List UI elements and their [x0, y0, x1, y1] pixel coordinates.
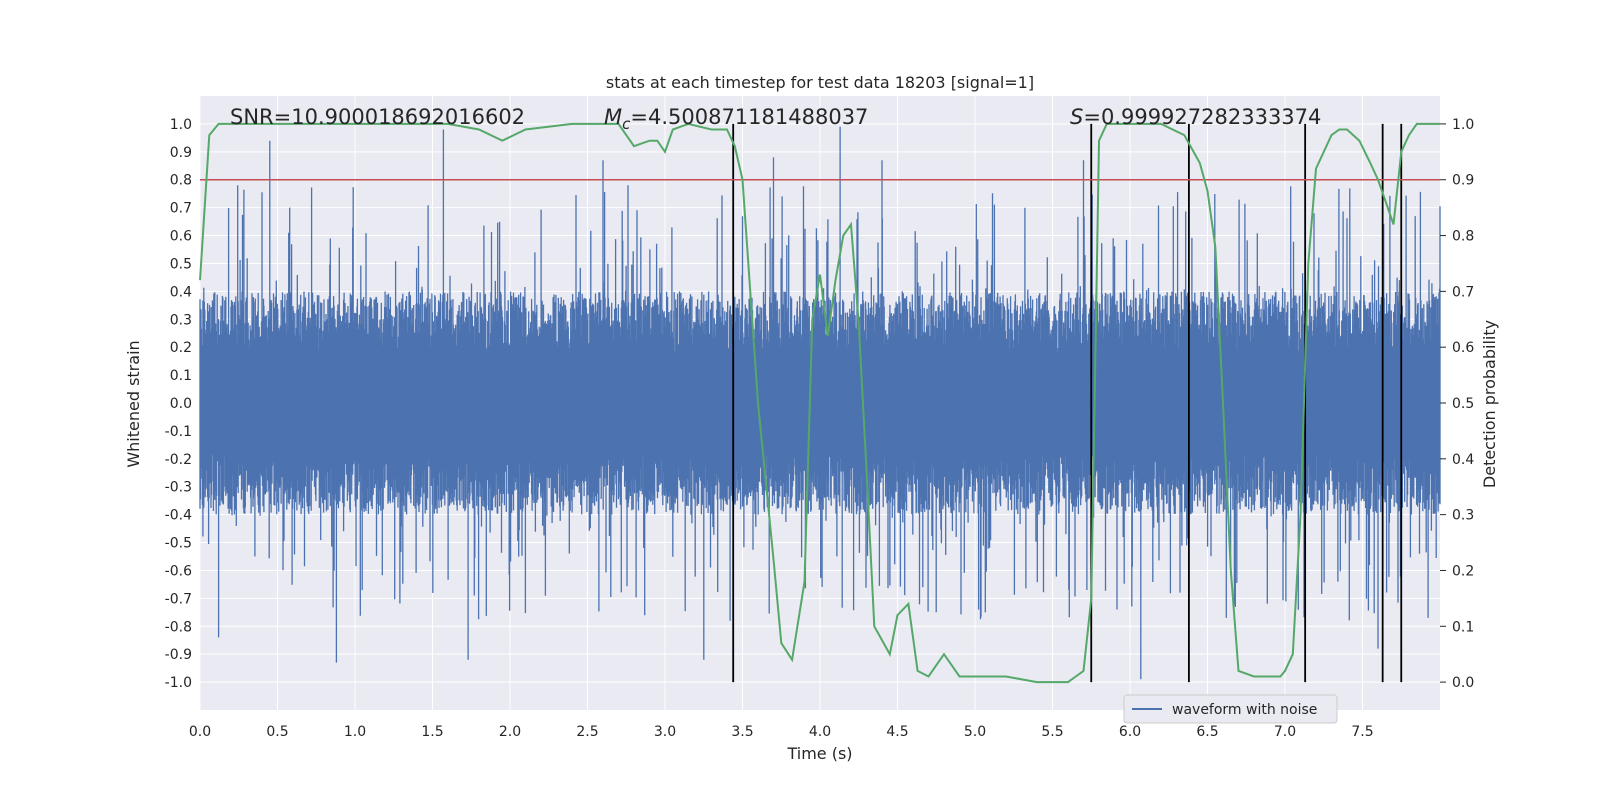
y-tick-label: 0.9	[170, 145, 192, 161]
detection-probability-line	[199, 122, 1440, 684]
y-tick-label: -0.5	[165, 536, 192, 552]
y2-tick-label: 0.4	[1452, 452, 1474, 468]
x-tick-label: 7.5	[1351, 724, 1373, 740]
y-tick-label: 0.5	[170, 256, 192, 272]
chirp-mass-annotation: Mc=4.500871181488037	[604, 105, 868, 133]
x-tick-label: 7.0	[1274, 724, 1296, 740]
y-tick-label: 0.6	[170, 229, 192, 245]
y2-tick-label: 0.6	[1452, 340, 1474, 356]
snr-annotation: SNR=10.900018692016602	[230, 105, 525, 129]
legend-box	[1123, 694, 1338, 724]
y-tick-label: 0.0	[170, 396, 192, 412]
y2-tick-label: 0.5	[1452, 396, 1474, 412]
x-tick-label: 0.5	[266, 724, 288, 740]
x-tick-label: 3.0	[654, 724, 676, 740]
y-tick-labels: 1.0 0.9 0.8 0.7 0.6 0.5 0.4 0.3 0.2 0.1 0.0 -0.1 -0.…	[165, 117, 192, 691]
y-tick-label: 0.2	[170, 340, 192, 356]
y-tick-label: 0.8	[170, 173, 192, 189]
y-tick-label: 0.1	[170, 368, 192, 384]
y-tick-label: -0.9	[165, 647, 192, 663]
x-tick-label: 1.0	[344, 724, 366, 740]
x-tick-label: 3.5	[731, 724, 753, 740]
waveform-trace	[199, 126, 1441, 680]
y2-tick-label: 0.3	[1452, 508, 1474, 524]
y2-tick-label: 0.2	[1452, 563, 1474, 579]
y-axis-label: Whitened strain	[124, 340, 143, 467]
y-tick-label: 0.7	[170, 201, 192, 217]
x-tick-labels: 0.0 0.5 1.0 1.5 2.0 2.5 3.0 3.5 4.0 4.5 5.0 5.5 6.0 6…	[189, 724, 1374, 740]
chirp-mass-symbol: M	[604, 105, 622, 129]
x-tick-label: 0.0	[189, 724, 211, 740]
chart-title: stats at each timestep for test data 182…	[606, 73, 1034, 92]
y-tick-label: -0.6	[165, 563, 192, 579]
y-tick-label: 0.4	[170, 284, 192, 300]
x-tick-label: 6.0	[1119, 724, 1141, 740]
y2-tick-label: 0.7	[1452, 284, 1474, 300]
y-tick-label: 1.0	[170, 117, 192, 133]
chirp-mass-subscript: c	[622, 115, 631, 133]
x-tick-label: 5.5	[1041, 724, 1063, 740]
x-tick-label: 2.0	[499, 724, 521, 740]
legend-label: waveform with noise	[1172, 702, 1317, 718]
y-tick-label: -0.8	[165, 619, 192, 635]
y2-tick-label: 0.1	[1452, 619, 1474, 635]
x-tick-label: 4.5	[886, 724, 908, 740]
y-tick-label: -0.1	[165, 424, 192, 440]
s-value: =0.999927282333374	[1083, 105, 1321, 129]
y-tick-label: -0.7	[165, 591, 192, 607]
y2-tick-label: 0.8	[1452, 229, 1474, 245]
x-axis-label: Time (s)	[786, 744, 852, 763]
x-tick-label: 5.0	[964, 724, 986, 740]
legend: waveform with noise	[1123, 694, 1338, 724]
y-tick-label: -0.3	[165, 480, 192, 496]
y2-tick-label: 1.0	[1452, 117, 1474, 133]
s-symbol: S	[1070, 105, 1083, 129]
y-tick-label: -1.0	[165, 675, 192, 691]
y2-tick-labels: 1.0 0.9 0.8 0.7 0.6 0.5 0.4 0.3 0.2 0.1 0.0	[1440, 117, 1474, 691]
y-tick-label: -0.2	[165, 452, 192, 468]
y2-axis-label: Detection probability	[1480, 320, 1499, 488]
chirp-mass-value: =4.500871181488037	[630, 105, 868, 129]
y2-tick-label: 0.9	[1452, 173, 1474, 189]
y-tick-label: -0.4	[165, 508, 192, 524]
y2-tick-label: 0.0	[1452, 675, 1474, 691]
waveform-with-noise	[199, 126, 1441, 680]
y-tick-label: 0.3	[170, 312, 192, 328]
x-tick-label: 1.5	[421, 724, 443, 740]
x-tick-label: 4.0	[809, 724, 831, 740]
x-tick-label: 6.5	[1196, 724, 1218, 740]
x-tick-label: 2.5	[576, 724, 598, 740]
right-axis-lines	[199, 122, 1440, 684]
s-annotation: S=0.999927282333374	[1070, 105, 1321, 129]
